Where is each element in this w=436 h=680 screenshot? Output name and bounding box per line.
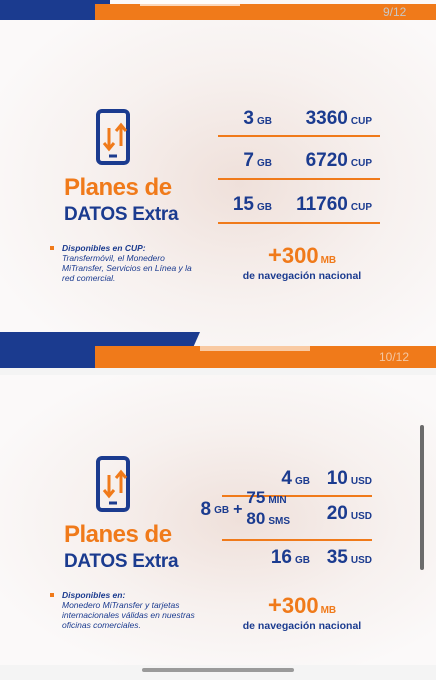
bonus: +300 MB bbox=[222, 592, 382, 620]
plan-price: 11760 CUP bbox=[296, 194, 372, 216]
price: 3360 bbox=[305, 108, 348, 129]
bonus-unit: MB bbox=[320, 605, 337, 616]
amount: 15 bbox=[232, 194, 254, 215]
bonus-plus: + bbox=[267, 592, 282, 619]
bonus: +300 MB bbox=[222, 242, 382, 270]
plan-amount: 16 GB bbox=[271, 547, 310, 569]
phone-icon bbox=[96, 109, 130, 165]
subtitle: DATOS Extra bbox=[64, 204, 179, 225]
note-body: Transfermóvil, el Monedero MiTransfer, S… bbox=[62, 253, 192, 283]
extras: 75 MIN 80 SMS bbox=[246, 489, 290, 531]
unit: GB bbox=[257, 158, 272, 169]
note: Disponibles en CUP: Transfermóvil, el Mo… bbox=[50, 243, 192, 283]
divider bbox=[222, 495, 372, 497]
plan-price: 3360 CUP bbox=[306, 108, 372, 130]
currency: USD bbox=[350, 511, 372, 522]
amount: 16 bbox=[270, 547, 292, 568]
plan-price: 35 USD bbox=[327, 547, 372, 569]
extra-amount: 75 bbox=[246, 488, 266, 507]
bonus-unit: MB bbox=[320, 255, 337, 266]
amount: 3 bbox=[243, 108, 254, 129]
extra-unit: SMS bbox=[268, 516, 290, 527]
unit: GB bbox=[257, 202, 272, 213]
bonus-amount: 300 bbox=[281, 593, 319, 618]
currency: CUP bbox=[350, 158, 372, 169]
divider bbox=[222, 539, 372, 541]
page-counter: 9/12 bbox=[383, 5, 407, 19]
title: Planes de bbox=[64, 174, 172, 201]
plan-amount: 8 GB +75 MIN 80 SMS bbox=[200, 489, 290, 531]
unit: GB bbox=[257, 116, 272, 127]
bonus-plus: + bbox=[267, 242, 282, 269]
phone-icon bbox=[96, 456, 130, 512]
bottom-band bbox=[0, 332, 436, 368]
unit: GB bbox=[214, 504, 230, 516]
title: Planes de bbox=[64, 521, 172, 548]
currency: CUP bbox=[350, 202, 372, 213]
note-body: Monedero MiTransfer y tarjetas internaci… bbox=[62, 600, 195, 630]
plan-amount: 4 GB bbox=[281, 468, 310, 490]
bonus-amount: 300 bbox=[281, 243, 319, 268]
price: 35 bbox=[326, 547, 348, 568]
extra: 80 SMS bbox=[246, 510, 290, 531]
amount: 7 bbox=[243, 150, 254, 171]
price: 6720 bbox=[305, 150, 348, 171]
price: 20 bbox=[326, 503, 348, 524]
divider bbox=[218, 222, 380, 224]
currency: USD bbox=[350, 476, 372, 487]
note-heading: Disponibles en: bbox=[62, 590, 126, 600]
price: 10 bbox=[326, 468, 348, 489]
plan-amount: 3 GB bbox=[243, 108, 272, 130]
plan-price: 20 USD bbox=[327, 503, 372, 525]
plus: + bbox=[233, 501, 243, 518]
note-heading: Disponibles en CUP: bbox=[62, 243, 146, 253]
divider bbox=[218, 178, 380, 180]
note: Disponibles en: Monedero MiTransfer y ta… bbox=[50, 590, 202, 630]
slide: 9/12 Planes de DATOS Extra Disponibles e… bbox=[0, 0, 436, 368]
subtitle: DATOS Extra bbox=[64, 551, 179, 572]
amount: 4 bbox=[281, 468, 292, 489]
price: 11760 bbox=[296, 194, 348, 215]
plan-price: 10 USD bbox=[327, 468, 372, 490]
bonus-caption: de navegación nacional bbox=[242, 620, 362, 632]
home-indicator[interactable] bbox=[142, 668, 294, 672]
bonus-caption: de navegación nacional bbox=[242, 270, 362, 282]
extra-amount: 80 bbox=[246, 509, 266, 528]
plan-amount: 7 GB bbox=[243, 150, 272, 172]
unit: GB bbox=[295, 555, 310, 566]
amount: 8 bbox=[200, 499, 212, 520]
top-band bbox=[0, 0, 436, 20]
extra: 75 MIN bbox=[246, 489, 290, 510]
unit: GB bbox=[295, 476, 310, 487]
divider bbox=[218, 135, 380, 137]
plan-price: 6720 CUP bbox=[306, 150, 372, 172]
slide: Planes de DATOS Extra Disponibles en: Mo… bbox=[0, 375, 436, 665]
scrollbar[interactable] bbox=[420, 425, 424, 570]
currency: USD bbox=[350, 555, 372, 566]
extra-unit: MIN bbox=[268, 495, 287, 506]
plan-amount: 15 GB bbox=[233, 194, 272, 216]
currency: CUP bbox=[350, 116, 372, 127]
page-counter: 10/12 bbox=[379, 350, 410, 364]
